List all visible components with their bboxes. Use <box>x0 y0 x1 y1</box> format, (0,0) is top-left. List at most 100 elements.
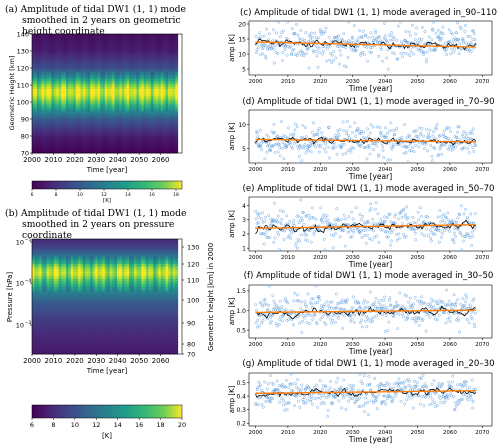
heatmap-cell <box>61 349 64 352</box>
heatmap-cell <box>58 73 62 77</box>
heatmap-cell <box>95 91 98 94</box>
heatmap-cell <box>85 341 89 345</box>
heatmap-cell <box>109 284 113 287</box>
heatmap-cell <box>126 135 130 139</box>
heatmap-cell <box>126 326 130 330</box>
heatmap-cell <box>141 36 145 40</box>
heatmap-cell <box>95 83 98 87</box>
heatmap-cell <box>46 289 50 292</box>
heatmap-cell <box>53 51 57 55</box>
heatmap-cell <box>107 314 111 317</box>
heatmap-cell <box>90 143 94 146</box>
heatmap-cell <box>126 98 130 102</box>
heatmap-cell <box>80 259 84 262</box>
heatmap-cell <box>53 241 57 245</box>
heatmap-cell <box>39 125 43 129</box>
heatmap-cell <box>124 133 128 137</box>
heatmap-cell <box>87 249 91 252</box>
heatmap-cell <box>80 349 84 352</box>
heatmap-cell <box>170 128 174 132</box>
heatmap-cell <box>56 48 60 52</box>
heatmap-cell <box>87 264 91 267</box>
heatmap-cell <box>107 261 111 265</box>
heatmap-cell <box>155 91 159 94</box>
y-tick-label: 120 <box>17 64 29 72</box>
heatmap-cell <box>170 53 174 57</box>
heatmap-cell <box>56 276 60 280</box>
heatmap-cell <box>85 51 89 55</box>
heatmap-cell <box>126 266 130 270</box>
heatmap-cell <box>92 63 96 67</box>
heatmap-cell <box>51 83 55 87</box>
heatmap-cell <box>104 140 108 144</box>
heatmap-cell <box>129 279 132 282</box>
heatmap-cell <box>121 100 125 104</box>
heatmap-cell <box>134 299 137 302</box>
heatmap-cell <box>112 76 115 80</box>
heatmap-cell <box>102 123 106 127</box>
heatmap-cell <box>160 103 164 107</box>
heatmap-cell <box>49 319 52 322</box>
heatmap-cell <box>155 120 159 124</box>
heatmap-cell <box>117 266 120 270</box>
heatmap-cell <box>126 133 130 137</box>
heatmap-cell <box>97 321 101 325</box>
heatmap-cell <box>124 41 128 45</box>
heatmap-cell <box>138 56 142 60</box>
heatmap-cell <box>56 329 60 332</box>
heatmap-cell <box>66 259 69 262</box>
heatmap-cell <box>100 309 103 312</box>
heatmap-cell <box>138 51 142 55</box>
heatmap-cell <box>143 63 147 67</box>
heatmap-cell <box>63 319 67 322</box>
heatmap-cell <box>32 291 35 295</box>
heatmap-cell <box>66 271 69 275</box>
heatmap-cell <box>80 86 84 89</box>
heatmap-cell <box>160 150 164 154</box>
heatmap-cell <box>97 48 101 52</box>
heatmap-cell <box>102 244 106 247</box>
heatmap-cell <box>36 286 40 290</box>
heatmap-cell <box>104 266 108 270</box>
heatmap-cell <box>160 148 164 151</box>
heatmap-cell <box>136 326 140 330</box>
heatmap-cell <box>143 118 147 122</box>
heatmap-cell <box>95 341 98 345</box>
heatmap-cell <box>92 38 96 42</box>
heatmap-cell <box>134 269 137 272</box>
heatmap-cell <box>160 118 164 122</box>
heatmap-cell <box>126 95 130 99</box>
heatmap-cell <box>124 118 128 122</box>
heatmap-cell <box>114 284 118 287</box>
heatmap-cell <box>68 329 72 332</box>
heatmap-cell <box>117 296 120 300</box>
heatmap-cell <box>158 98 162 102</box>
heatmap-cell <box>58 150 62 154</box>
heatmap-cell <box>109 63 113 67</box>
heatmap-cell <box>138 321 142 325</box>
heatmap-cell <box>119 301 123 305</box>
heatmap-cell <box>129 314 132 317</box>
heatmap-cell <box>97 246 101 250</box>
heatmap-cell <box>53 264 57 267</box>
heatmap-cell <box>41 63 45 67</box>
heatmap-cell <box>36 316 40 320</box>
heatmap-cell <box>168 58 171 62</box>
heatmap-cell <box>95 244 98 247</box>
heatmap-cell <box>85 63 89 67</box>
heatmap-cell <box>131 334 135 337</box>
heatmap-cell <box>92 296 96 300</box>
heatmap-cell <box>92 58 96 62</box>
heatmap-cell <box>58 271 62 275</box>
heatmap-cell <box>63 63 67 67</box>
heatmap-cell <box>175 83 179 87</box>
heatmap-cell <box>46 113 50 117</box>
heatmap-cell <box>61 125 64 129</box>
heatmap-cell <box>90 336 94 340</box>
heatmap-cell <box>175 105 179 109</box>
heatmap-cell <box>44 135 47 139</box>
heatmap-cell <box>73 100 77 104</box>
heatmap-cell <box>66 296 69 300</box>
heatmap-cell <box>63 304 67 307</box>
heatmap-cell <box>39 113 43 117</box>
